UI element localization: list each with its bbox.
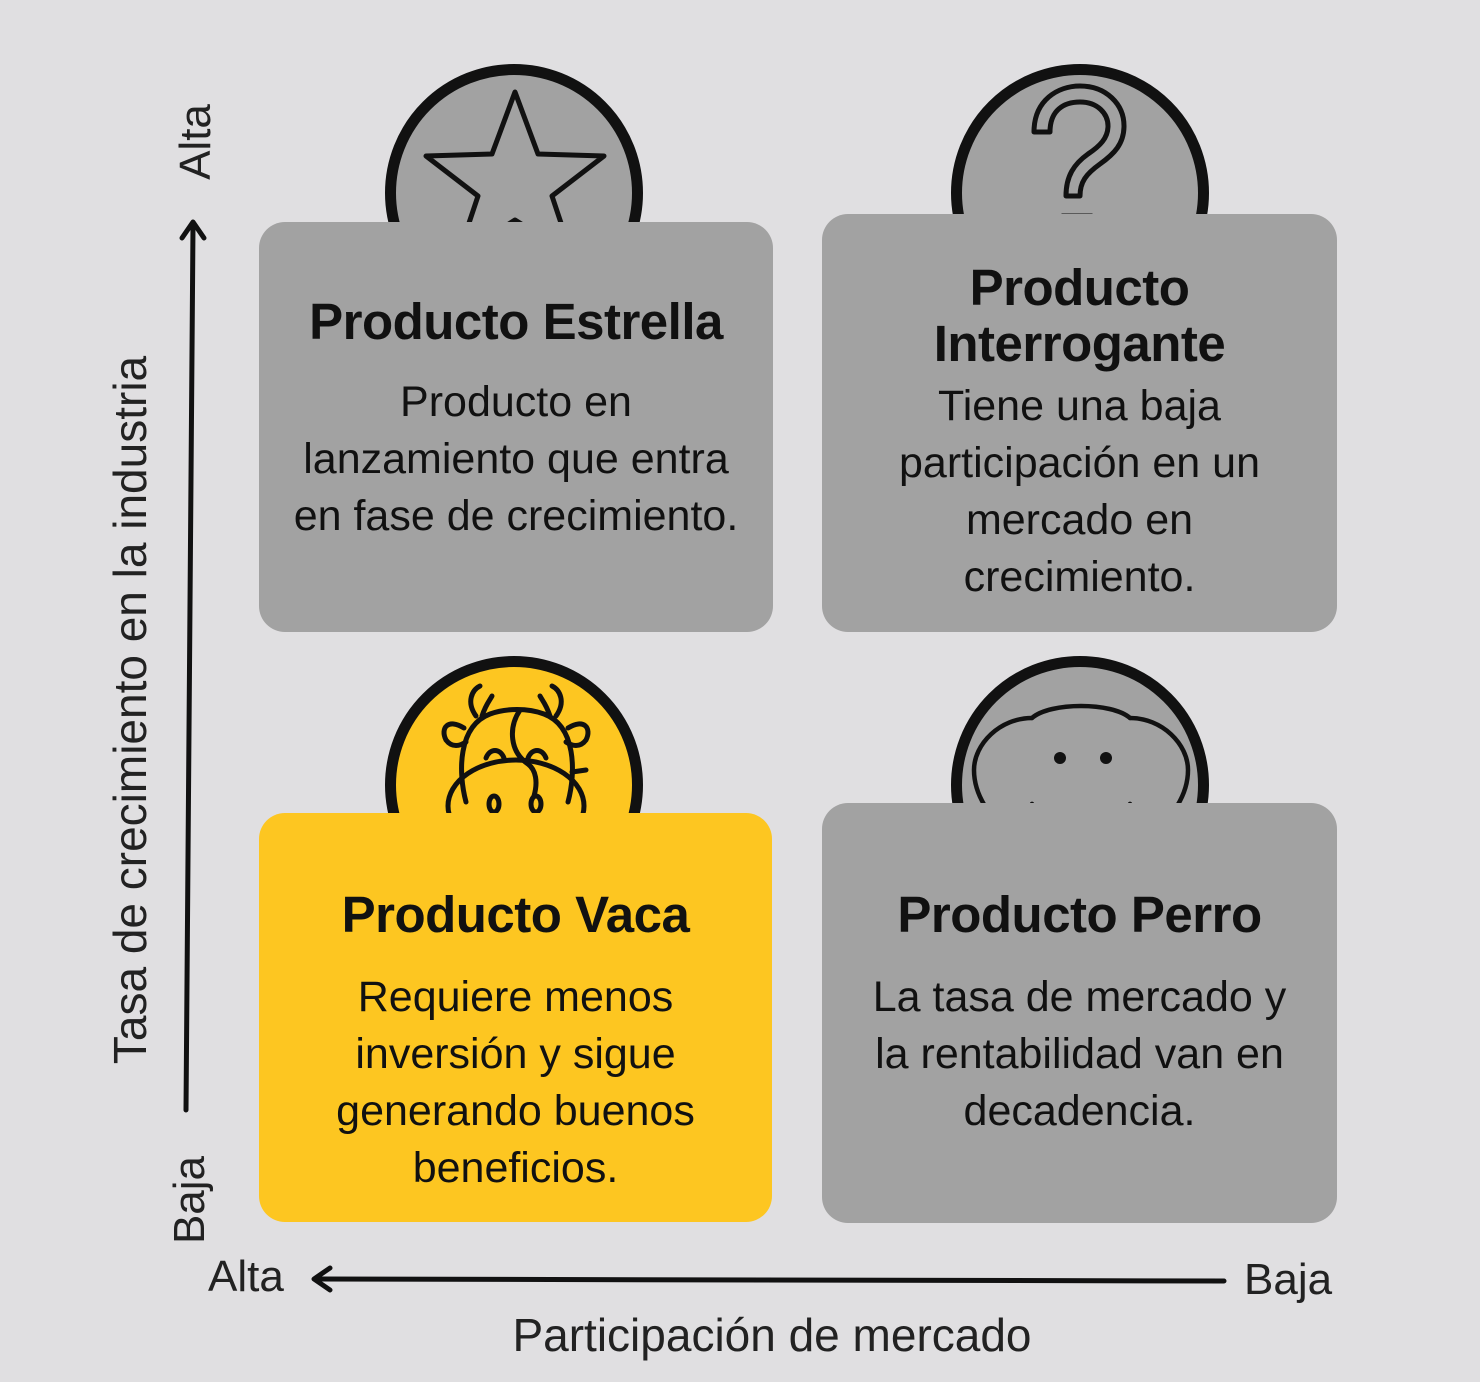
star-description: Producto en lanzamiento que entra en fas… [293,378,739,540]
star-card: Producto Estrella Producto en lanzamient… [259,222,773,632]
dog-title: Producto Perro [897,886,1262,943]
y-axis-label: Tasa de crecimiento en la industria [104,355,156,1065]
y-axis-arrow-line [183,223,196,1113]
question-title-line1: Producto [969,259,1190,316]
question-description: Tiene una baja participación en un merca… [899,382,1260,601]
star-icon [423,89,607,259]
x-axis-arrow-line [315,1276,1227,1284]
x-axis-arrowhead [311,1265,333,1293]
cow-card: Producto Vaca Requiere menos inversión y… [259,813,772,1222]
question-card: Producto Interrogante Tiene una baja par… [822,214,1337,632]
y-axis-arrowhead [179,219,207,241]
y-axis-high-label: Alta [171,104,220,180]
dog-description: La tasa de mercado y la rentabilidad van… [872,973,1287,1135]
question-title-line2: Interrogante [933,315,1226,372]
star-title: Producto Estrella [309,293,723,350]
dog-card: Producto Perro La tasa de mercado y la r… [822,803,1337,1223]
cow-description: Requiere menos inversión y sigue generan… [336,973,695,1192]
cow-title: Producto Vaca [341,886,690,943]
x-axis-label: Participación de mercado [512,1309,1032,1361]
x-axis-low-label: Baja [1244,1255,1333,1304]
question-title: Producto Interrogante [822,214,1337,372]
y-axis-low-label: Baja [165,1155,214,1245]
x-axis-high-label: Alta [208,1252,284,1301]
